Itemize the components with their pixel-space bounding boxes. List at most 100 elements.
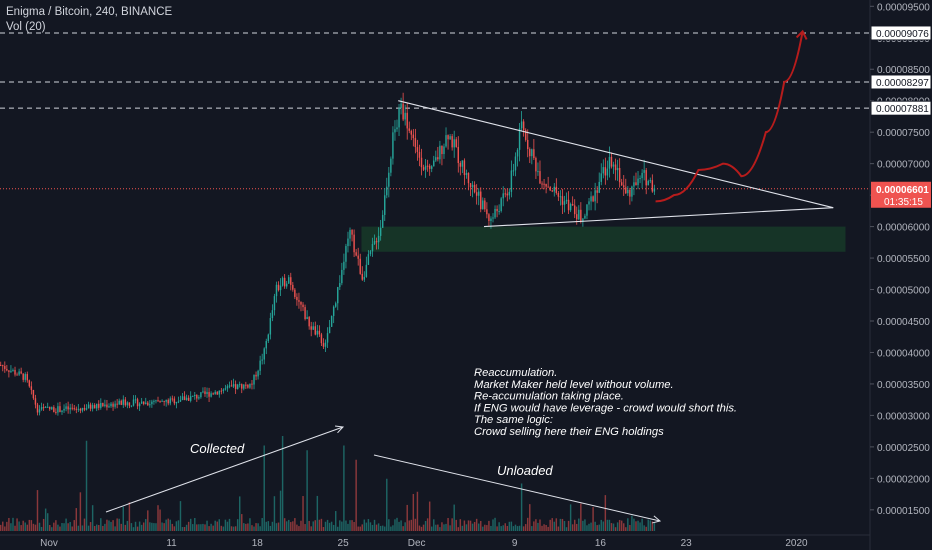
volume-bar bbox=[498, 522, 500, 531]
price-line-label-text: 0.00009076 bbox=[876, 29, 929, 40]
price-tick-label: 0.00008500 bbox=[877, 65, 930, 76]
candle-body bbox=[251, 383, 253, 385]
candle-body bbox=[576, 214, 578, 220]
volume-bar bbox=[529, 504, 531, 531]
volume-bar bbox=[586, 525, 588, 531]
candle-body bbox=[296, 296, 298, 301]
volume-bar bbox=[57, 524, 59, 531]
volume-bar bbox=[283, 518, 286, 531]
candle-body bbox=[361, 273, 363, 280]
time-tick-label: 9 bbox=[512, 538, 518, 549]
symbol-title[interactable]: Enigma / Bitcoin, 240, BINANCE bbox=[6, 6, 173, 18]
candle-body bbox=[259, 360, 261, 371]
volume-bar bbox=[441, 522, 443, 531]
time-tick-label: 18 bbox=[252, 538, 264, 549]
analysis-note: Reaccumulation.Market Maker held level w… bbox=[474, 367, 737, 438]
candle-body bbox=[586, 204, 588, 216]
candle-body bbox=[204, 391, 206, 394]
volume-bar bbox=[629, 524, 631, 531]
candle-body bbox=[53, 407, 55, 412]
volume-bar bbox=[357, 526, 359, 531]
candle-body bbox=[49, 406, 51, 410]
candle-body bbox=[631, 186, 633, 197]
candle-body bbox=[326, 333, 329, 343]
candle-body bbox=[439, 145, 441, 160]
volume-bar bbox=[516, 526, 519, 531]
candle-body bbox=[22, 373, 24, 380]
volume-bar bbox=[200, 524, 202, 531]
candle-body bbox=[59, 406, 61, 413]
candle-body bbox=[496, 208, 498, 212]
volume-bar bbox=[426, 518, 429, 531]
volume-bar bbox=[243, 523, 245, 531]
candle-body bbox=[65, 406, 67, 409]
candle-body bbox=[345, 246, 347, 262]
candle-body bbox=[435, 157, 437, 161]
volume-bar bbox=[341, 521, 343, 531]
candle-body bbox=[218, 390, 221, 395]
candle-body bbox=[614, 164, 617, 171]
volume-bar bbox=[424, 520, 427, 531]
candle-body bbox=[582, 218, 584, 222]
candle-body bbox=[428, 165, 431, 169]
volume-bar bbox=[230, 526, 233, 531]
candle-body bbox=[118, 400, 120, 405]
candle-body bbox=[247, 384, 249, 388]
volume-bar bbox=[408, 520, 410, 531]
volume-bar bbox=[132, 527, 135, 531]
note-line-4: The same logic: bbox=[474, 414, 553, 426]
volume-bar bbox=[249, 518, 251, 531]
volume-bar bbox=[592, 507, 594, 531]
volume-bar bbox=[410, 519, 413, 531]
candle-body bbox=[234, 384, 237, 389]
volume-bar bbox=[104, 523, 106, 531]
volume-bar bbox=[161, 522, 163, 531]
candle-body bbox=[128, 402, 131, 406]
candle-body bbox=[561, 196, 564, 205]
candle-body bbox=[34, 398, 37, 405]
volume-bar bbox=[83, 518, 86, 531]
candle-body bbox=[314, 326, 317, 335]
volume-bar bbox=[142, 522, 145, 531]
candle-body bbox=[363, 276, 366, 280]
candle-body bbox=[26, 374, 28, 381]
candle-body bbox=[298, 300, 300, 302]
candle-body bbox=[267, 334, 270, 341]
volume-bar bbox=[216, 521, 218, 531]
volume-bar bbox=[302, 496, 304, 531]
note-line-1: Market Maker held level without volume. bbox=[474, 379, 674, 391]
time-tick-label: 25 bbox=[338, 538, 350, 549]
candle-body bbox=[42, 407, 45, 409]
time-tick-label: Nov bbox=[40, 538, 58, 549]
candle-body bbox=[334, 303, 337, 307]
volume-bar bbox=[355, 459, 357, 531]
candle-body bbox=[467, 172, 470, 184]
volume-indicator-label[interactable]: Vol (20) bbox=[6, 21, 46, 33]
candle-body bbox=[549, 187, 551, 191]
volume-bar bbox=[510, 521, 513, 531]
candle-body bbox=[179, 400, 182, 402]
candle-body bbox=[175, 401, 178, 404]
candle-body bbox=[353, 234, 355, 253]
volume-bar bbox=[506, 525, 509, 531]
candle-body bbox=[531, 149, 533, 157]
candle-body bbox=[527, 139, 529, 150]
price-line-label-text: 0.00008297 bbox=[876, 78, 929, 89]
candle-body bbox=[651, 180, 654, 192]
candle-body bbox=[87, 404, 90, 409]
candle-body bbox=[588, 201, 590, 205]
candle-body bbox=[236, 384, 239, 389]
volume-bar bbox=[130, 523, 133, 531]
candle-body bbox=[357, 255, 359, 259]
candle-body bbox=[516, 149, 519, 157]
candle-body bbox=[545, 183, 547, 187]
candle-body bbox=[373, 241, 376, 245]
candle-body bbox=[451, 136, 453, 148]
volume-bar bbox=[171, 523, 174, 531]
price-line-label-box bbox=[870, 25, 932, 41]
candle-body bbox=[500, 198, 502, 211]
candle-body bbox=[306, 317, 308, 320]
volume-bar bbox=[155, 523, 157, 531]
volume-bar bbox=[651, 521, 654, 531]
